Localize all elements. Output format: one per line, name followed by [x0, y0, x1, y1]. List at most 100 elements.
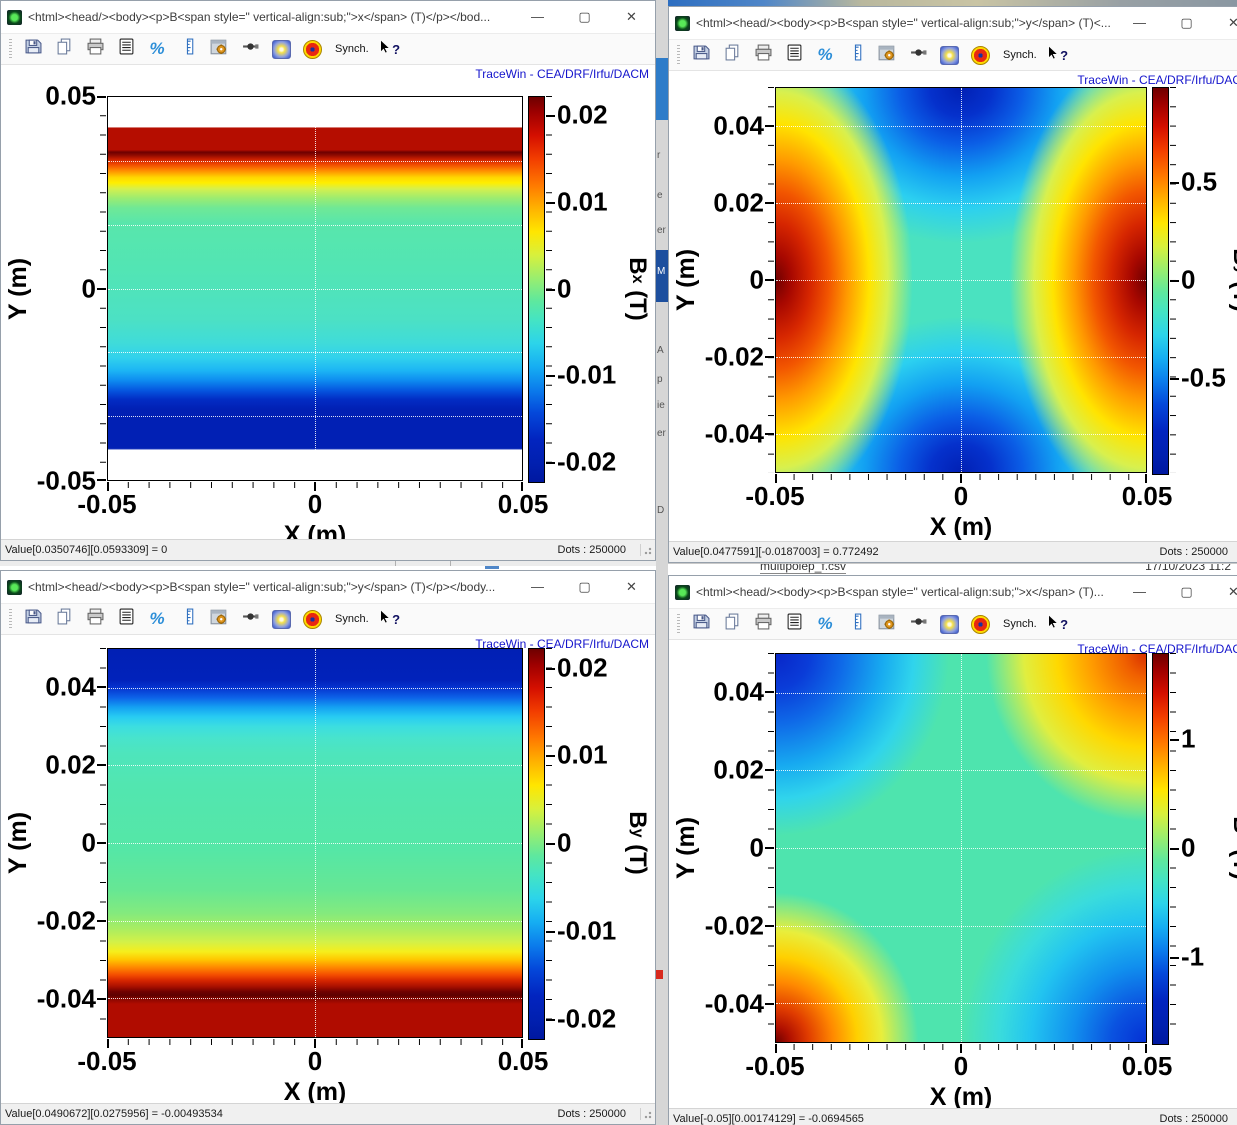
background-fragment — [656, 970, 663, 979]
help-button[interactable]: ? — [380, 608, 400, 630]
save-button[interactable] — [23, 608, 43, 630]
percent-button[interactable]: % — [815, 44, 835, 66]
window-title: <html><head/><body><p>B<span style=" ver… — [696, 16, 1111, 30]
close-button[interactable]: ✕ — [1228, 15, 1237, 30]
colorbar-tick: -0.01 — [557, 359, 617, 390]
y-axis-ticks — [765, 653, 774, 1043]
print-button[interactable] — [85, 38, 105, 60]
percent-button[interactable]: % — [147, 608, 167, 630]
synch-label[interactable]: Synch. — [1003, 49, 1037, 61]
titlebar[interactable]: <html><head/><body><p>B<span style=" ver… — [669, 576, 1237, 609]
percent-button[interactable]: % — [815, 613, 835, 635]
resize-grip[interactable] — [640, 1108, 653, 1120]
colormap-button[interactable] — [271, 38, 291, 60]
minimize-button[interactable]: — — [531, 579, 544, 594]
target-button[interactable] — [970, 613, 990, 635]
gridline — [961, 654, 962, 1042]
resize-grip[interactable] — [640, 544, 653, 556]
statusbar: Value[0.0350746][0.0593309] = 0 Dots : 2… — [1, 539, 655, 560]
target-button[interactable] — [302, 38, 322, 60]
y-tick: 0 — [749, 832, 764, 863]
help-button[interactable]: ? — [1048, 44, 1068, 66]
synch-label[interactable]: Synch. — [335, 613, 369, 625]
close-button[interactable]: ✕ — [626, 9, 637, 24]
printer-icon — [87, 38, 104, 60]
settings-button[interactable] — [877, 44, 897, 66]
percent-button[interactable]: % — [147, 38, 167, 60]
copy-button[interactable] — [54, 608, 74, 630]
help-button[interactable]: ? — [1048, 613, 1068, 635]
tracewin-credit: TraceWin - CEA/DRF/Irfu/DACM — [475, 637, 649, 651]
report-button[interactable] — [784, 44, 804, 66]
help-button[interactable]: ? — [380, 38, 400, 60]
window-bx-map-2: <html><head/><body><p>B<span style=" ver… — [668, 575, 1237, 1125]
percent-icon: % — [817, 45, 833, 64]
colorbar-tick: -0.01 — [557, 915, 617, 946]
save-button[interactable] — [691, 613, 711, 635]
node-button[interactable] — [240, 608, 260, 630]
copy-button[interactable] — [54, 38, 74, 60]
node-button[interactable] — [240, 38, 260, 60]
status-dots: Dots : 250000 — [1159, 546, 1229, 558]
background-file-date: 17/10/2023 11:2 — [1145, 563, 1231, 573]
toolbar: % Synch. ? — [1, 34, 655, 65]
print-button[interactable] — [85, 608, 105, 630]
background-selected-row-fragment: M — [656, 250, 668, 302]
heatmap-by[interactable] — [775, 87, 1147, 473]
target-icon — [970, 614, 990, 634]
scale-button[interactable] — [178, 608, 198, 630]
settings-button[interactable] — [209, 38, 229, 60]
app-icon — [675, 15, 690, 31]
maximize-button[interactable]: ▢ — [578, 9, 591, 24]
gridline — [315, 97, 316, 480]
settings-button[interactable] — [877, 613, 897, 635]
close-button[interactable]: ✕ — [1228, 584, 1237, 599]
colormap-button[interactable] — [271, 608, 291, 630]
copy-button[interactable] — [722, 613, 742, 635]
ruler-icon — [180, 38, 197, 60]
titlebar[interactable]: <html><head/><body><p>B<span style=" ver… — [669, 7, 1237, 40]
copy-button[interactable] — [722, 44, 742, 66]
maximize-button[interactable]: ▢ — [1180, 15, 1193, 30]
print-button[interactable] — [753, 44, 773, 66]
save-button[interactable] — [691, 44, 711, 66]
toolbar-grip[interactable] — [677, 45, 680, 65]
heatmap-bx[interactable] — [775, 653, 1147, 1043]
node-button[interactable] — [908, 44, 928, 66]
colormap-button[interactable] — [939, 613, 959, 635]
synch-label[interactable]: Synch. — [335, 43, 369, 55]
toolbar-grip[interactable] — [9, 609, 12, 629]
toolbar-grip[interactable] — [9, 39, 12, 59]
report-button[interactable] — [784, 613, 804, 635]
titlebar[interactable]: <html><head/><body><p>B<span style=" ver… — [1, 571, 655, 604]
scale-button[interactable] — [846, 44, 866, 66]
report-button[interactable] — [116, 38, 136, 60]
target-button[interactable] — [302, 608, 322, 630]
save-button[interactable] — [23, 38, 43, 60]
toolbar-grip[interactable] — [677, 614, 680, 634]
colormap-button[interactable] — [939, 44, 959, 66]
close-button[interactable]: ✕ — [626, 579, 637, 594]
node-button[interactable] — [908, 613, 928, 635]
print-button[interactable] — [753, 613, 773, 635]
scale-button[interactable] — [846, 613, 866, 635]
save-icon — [693, 44, 710, 66]
maximize-button[interactable]: ▢ — [578, 579, 591, 594]
help-question-glyph: ? — [392, 41, 401, 57]
minimize-button[interactable]: — — [1133, 15, 1146, 30]
target-button[interactable] — [970, 44, 990, 66]
report-button[interactable] — [116, 608, 136, 630]
synch-label[interactable]: Synch. — [1003, 618, 1037, 630]
titlebar[interactable]: <html><head/><body><p>B<span style=" ver… — [1, 1, 655, 34]
scale-button[interactable] — [178, 38, 198, 60]
minimize-button[interactable]: — — [531, 9, 544, 24]
gridline — [315, 649, 316, 1037]
maximize-button[interactable]: ▢ — [1180, 584, 1193, 599]
colorbar — [1152, 653, 1169, 1045]
heatmap-bx[interactable] — [107, 96, 523, 481]
minimize-button[interactable]: — — [1133, 584, 1146, 599]
status-dots: Dots : 250000 — [557, 544, 627, 556]
heatmap-by[interactable] — [107, 648, 523, 1038]
settings-button[interactable] — [209, 608, 229, 630]
colorbar-ticks — [546, 96, 555, 481]
